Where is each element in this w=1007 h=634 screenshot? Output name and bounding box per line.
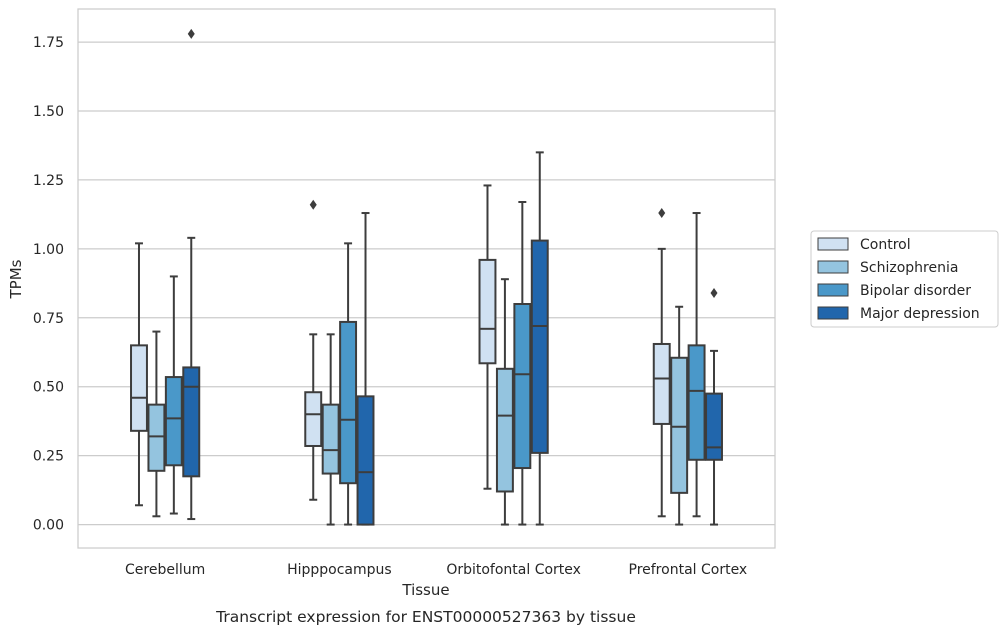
box-body	[339, 320, 358, 485]
y-tick-label: 0.50	[33, 380, 64, 396]
x-tick-label: Orbitofontal Cortex	[446, 562, 581, 578]
y-tick-label: 0.25	[33, 449, 64, 465]
figure-caption: Transcript expression for ENST0000052736…	[215, 608, 636, 626]
box-3-2	[687, 212, 706, 518]
box-body	[321, 403, 340, 475]
y-tick-label: 1.50	[33, 104, 64, 120]
box-1-3	[356, 212, 375, 526]
x-axis-label: Tissue	[401, 581, 449, 599]
box-3-0	[652, 208, 671, 518]
box-body	[530, 239, 549, 454]
box-body	[652, 342, 671, 425]
outlier-point	[309, 199, 317, 210]
legend-label: Schizophrenia	[860, 260, 958, 276]
box-body	[130, 344, 148, 432]
y-tick-label: 1.75	[33, 35, 64, 51]
x-tick-label: Prefrontal Cortex	[629, 562, 748, 578]
boxes	[130, 28, 723, 526]
box-body	[513, 303, 532, 470]
legend-swatch	[817, 306, 849, 320]
box-0-0	[130, 242, 148, 507]
y-tick-label: 1.00	[33, 242, 64, 258]
box-body	[182, 366, 201, 478]
box-2-1	[495, 278, 514, 526]
legend-label: Major depression	[860, 306, 980, 322]
box-body	[495, 367, 514, 493]
legend-swatch	[817, 283, 849, 297]
box-body	[356, 395, 375, 526]
legend: Control Schizophrenia Bipolar disorder Majo…	[810, 230, 999, 328]
legend-label: Bipolar disorder	[860, 283, 971, 299]
x-tick-label: Cerebellum	[125, 562, 205, 578]
box-body	[164, 376, 183, 467]
box-0-1	[147, 330, 166, 518]
outlier-point	[658, 208, 666, 219]
legend-frame	[810, 230, 999, 328]
y-tick-label: 0.00	[33, 518, 64, 534]
box-0-2	[164, 275, 183, 515]
box-body	[478, 258, 497, 365]
box-2-2	[513, 200, 532, 526]
box-body	[687, 344, 706, 461]
box-1-2	[339, 242, 358, 526]
plot-area-frame	[77, 8, 776, 549]
box-3-3	[705, 287, 723, 526]
y-tick-labels: 0.00 0.25 0.50 0.75 1.00 1.25 1.50 1.75	[33, 35, 64, 533]
legend-swatch	[817, 237, 849, 251]
y-tick-label: 0.75	[33, 311, 64, 327]
box-body	[670, 356, 689, 494]
box-body	[304, 391, 323, 447]
box-body	[147, 403, 166, 472]
box-0-3	[182, 28, 201, 521]
y-tick-label: 1.25	[33, 173, 64, 189]
box-3-1	[670, 305, 689, 526]
x-tick-label: Hipppocampus	[287, 562, 392, 578]
box-1-1	[321, 333, 340, 526]
box-body	[705, 392, 723, 461]
legend-items: Control Schizophrenia Bipolar disorder Majo…	[817, 237, 980, 322]
outlier-point	[710, 287, 718, 298]
box-2-3	[530, 151, 549, 526]
box-1-0	[304, 199, 323, 501]
box-2-0	[478, 184, 497, 490]
legend-swatch	[817, 260, 849, 274]
outlier-point	[187, 28, 195, 39]
x-tick-labels: Cerebellum Hipppocampus Orbitofontal Corte…	[125, 562, 747, 578]
y-axis-label: TPMs	[7, 259, 25, 299]
legend-label: Control	[860, 237, 911, 253]
